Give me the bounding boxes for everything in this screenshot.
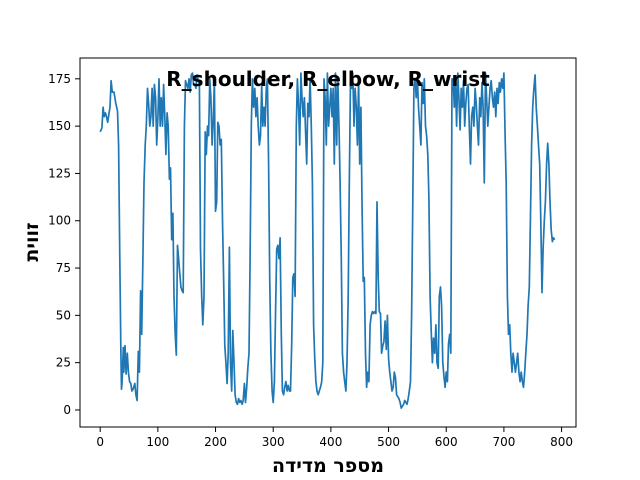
x-tick-label: 500 (377, 435, 400, 449)
x-tick-label: 400 (319, 435, 342, 449)
x-axis-title: מספר מדידה (272, 455, 384, 477)
y-tick-label: 75 (56, 261, 71, 275)
x-tick-label: 200 (204, 435, 227, 449)
series-layer (99, 72, 556, 409)
x-tick-label: 600 (435, 435, 458, 449)
y-tick-label: 50 (56, 308, 71, 322)
x-tick-label: 700 (492, 435, 515, 449)
y-tick-label: 100 (48, 214, 71, 228)
y-axis-title: זווית (21, 222, 43, 261)
y-tick-label: 150 (48, 119, 71, 133)
x-tick-label: 800 (550, 435, 573, 449)
x-axis-ticks: 0 100 200 300 400 500 600 700 800 (96, 427, 573, 449)
x-tick-label: 300 (262, 435, 285, 449)
chart-title: R_shoulder, R_elbow, R_wrist (166, 67, 490, 91)
x-tick-label: 0 (96, 435, 104, 449)
angle-series-line (99, 72, 556, 409)
y-tick-label: 25 (56, 356, 71, 370)
y-axis-ticks: 0 25 50 75 100 125 150 175 (48, 72, 80, 417)
x-tick-label: 100 (146, 435, 169, 449)
y-tick-label: 125 (48, 166, 71, 180)
y-tick-label: 0 (63, 403, 71, 417)
y-tick-label: 175 (48, 72, 71, 86)
